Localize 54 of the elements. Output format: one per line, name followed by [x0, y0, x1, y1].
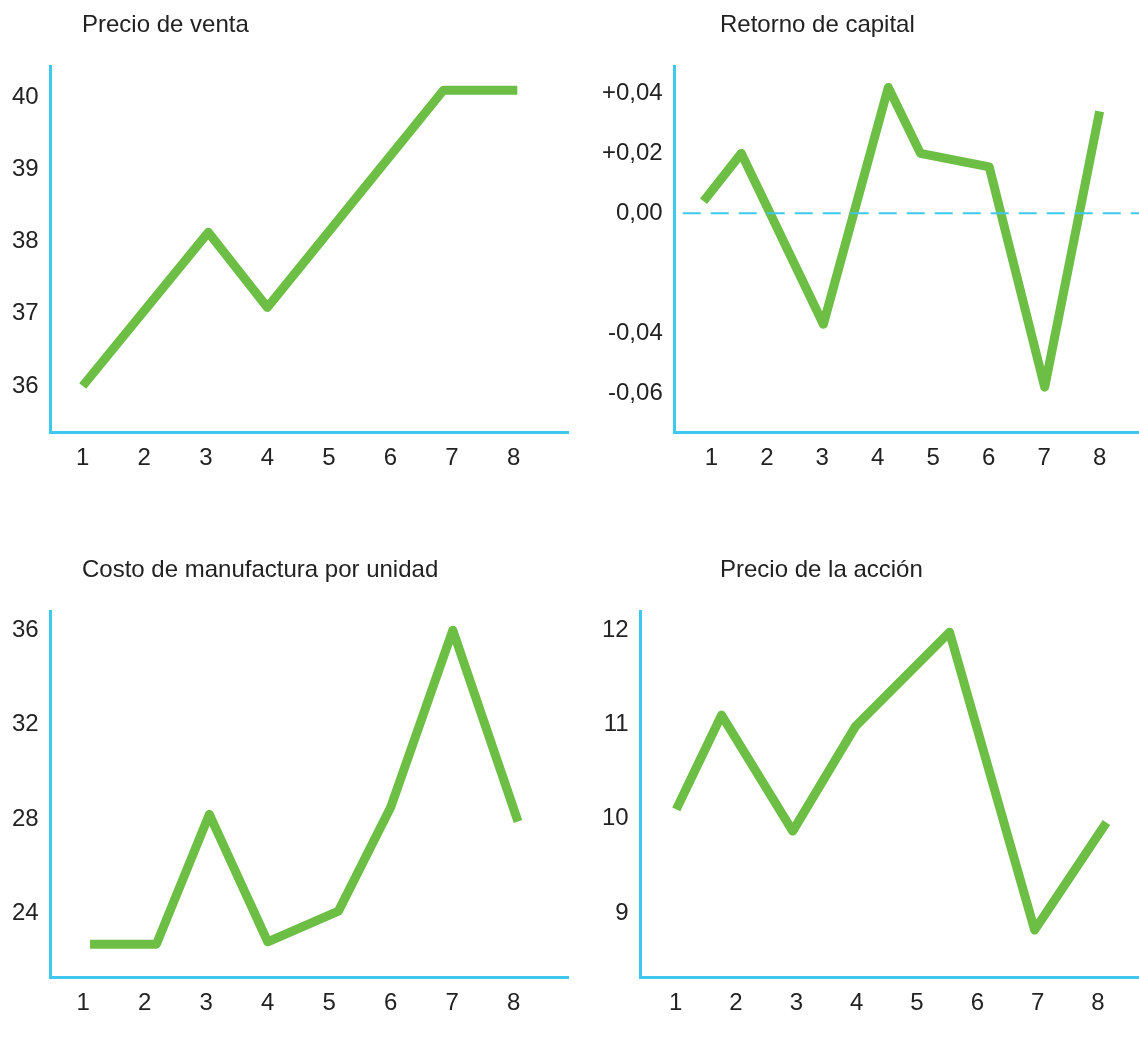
x-tick-label: 2	[138, 988, 152, 1016]
x-tick-label: 3	[199, 443, 213, 471]
x-tick-label: 1	[704, 443, 719, 471]
x-tick-label: 8	[506, 443, 521, 471]
y-tick-label: 0,00	[616, 197, 663, 225]
y-tick-label: 36	[11, 370, 39, 398]
y-tick-label: -0,04	[608, 317, 663, 345]
chart-title: Retorno de capital	[720, 10, 915, 38]
x-tick-label: 2	[137, 443, 151, 471]
y-tick-label: 40	[11, 82, 39, 110]
x-tick-label: 2	[760, 443, 774, 471]
x-tick-label: 3	[199, 988, 213, 1016]
y-tick-label: 11	[603, 709, 629, 737]
chart-title: Precio de venta	[82, 10, 249, 38]
x-tick-label: 4	[871, 443, 885, 471]
y-tick-label: 38	[11, 226, 39, 254]
x-tick-label: 6	[970, 988, 984, 1016]
x-tick-label: 5	[322, 443, 336, 471]
x-tick-label: 6	[982, 443, 996, 471]
y-tick-label: 39	[11, 154, 39, 182]
chart-title: Precio de la acción	[720, 555, 923, 583]
x-tick-label: 3	[815, 443, 829, 471]
x-tick-label: 6	[384, 988, 398, 1016]
x-tick-label: 1	[669, 988, 683, 1016]
x-tick-label: 5	[910, 988, 924, 1016]
chart-title: Costo de manufactura por unidad	[82, 555, 439, 583]
y-tick-label: +0,04	[601, 78, 663, 106]
x-tick-label: 7	[1030, 988, 1045, 1016]
y-tick-label: 10	[601, 803, 629, 831]
x-tick-label: 8	[506, 988, 521, 1016]
y-tick-label: 12	[601, 614, 629, 642]
x-tick-label: 3	[789, 988, 804, 1016]
x-tick-label: 8	[1091, 988, 1105, 1016]
x-tick-label: 6	[383, 443, 398, 471]
y-tick-label: 9	[615, 897, 629, 925]
x-tick-label: 4	[260, 443, 275, 471]
x-tick-label: 7	[445, 443, 459, 471]
y-tick-label: 28	[11, 803, 39, 831]
x-tick-label: 7	[445, 988, 459, 1016]
x-tick-label: 5	[926, 443, 940, 471]
x-tick-label: 1	[76, 443, 90, 471]
x-tick-label: 2	[729, 988, 743, 1016]
x-tick-label: 1	[76, 988, 90, 1016]
y-tick-label: 24	[11, 898, 39, 926]
x-tick-label: 4	[261, 988, 275, 1016]
x-tick-label: 4	[849, 988, 864, 1016]
x-tick-label: 8	[1092, 443, 1107, 471]
x-tick-label: 7	[1037, 443, 1051, 471]
y-tick-label: 36	[11, 614, 39, 642]
y-tick-label: 32	[11, 709, 39, 737]
y-tick-label: -0,06	[608, 377, 663, 405]
x-tick-label: 5	[322, 988, 336, 1016]
y-tick-label: +0,02	[601, 137, 663, 165]
y-tick-label: 37	[11, 298, 39, 326]
